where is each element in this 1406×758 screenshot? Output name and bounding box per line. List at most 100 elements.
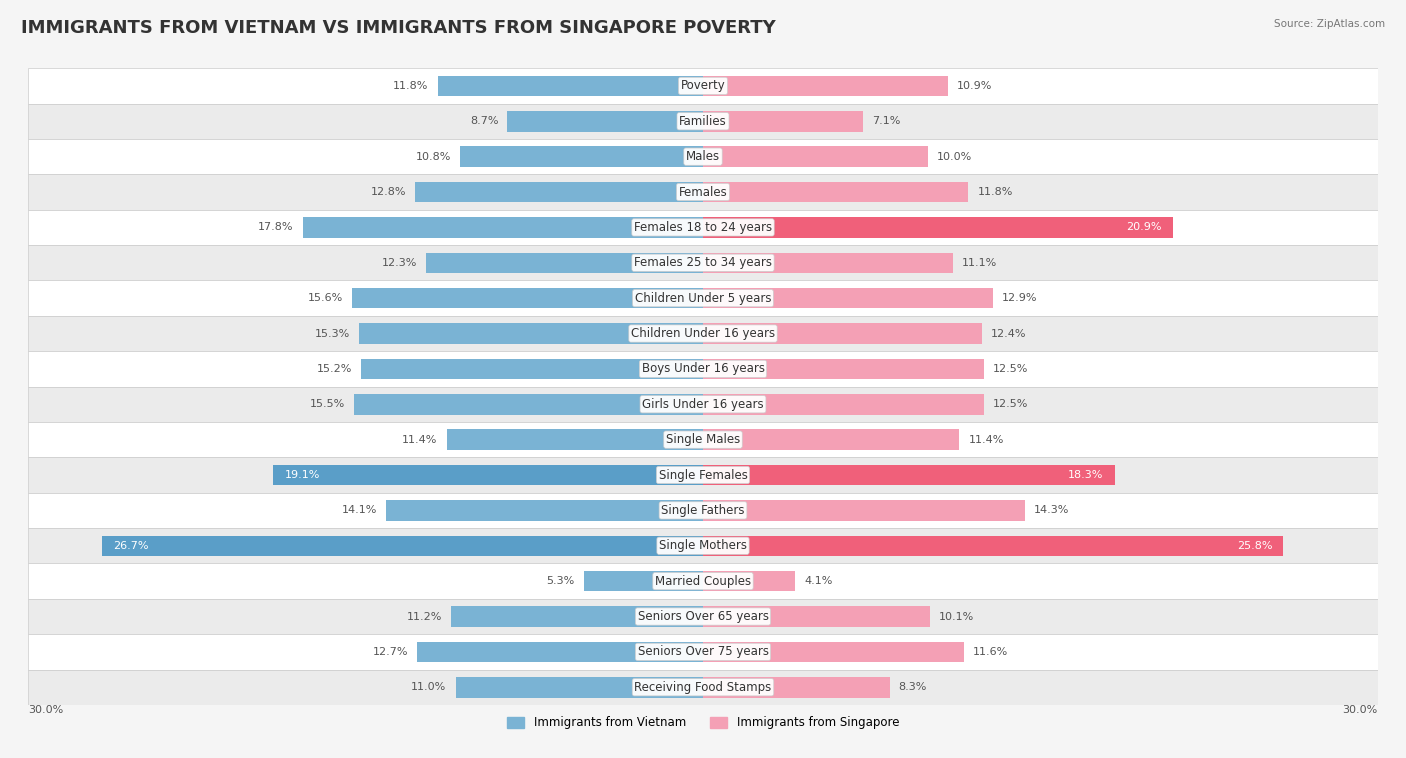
Text: 17.8%: 17.8% [259, 222, 294, 233]
Text: Seniors Over 65 years: Seniors Over 65 years [637, 610, 769, 623]
Text: Seniors Over 75 years: Seniors Over 75 years [637, 645, 769, 659]
Bar [703, 535, 1284, 556]
Bar [352, 288, 703, 309]
Text: 5.3%: 5.3% [547, 576, 575, 586]
Text: 10.8%: 10.8% [416, 152, 451, 161]
Text: Females: Females [679, 186, 727, 199]
Bar [28, 280, 1378, 316]
Bar [28, 351, 1378, 387]
Text: Receiving Food Stamps: Receiving Food Stamps [634, 681, 772, 694]
Bar [28, 387, 1378, 422]
Bar [508, 111, 703, 132]
Bar [302, 217, 703, 238]
Bar [28, 669, 1378, 705]
Bar [703, 76, 948, 96]
Bar [426, 252, 703, 273]
Bar [703, 606, 931, 627]
Bar [415, 182, 703, 202]
Text: 12.4%: 12.4% [991, 328, 1026, 339]
Text: 7.1%: 7.1% [872, 116, 900, 127]
Text: Boys Under 16 years: Boys Under 16 years [641, 362, 765, 375]
Bar [103, 535, 703, 556]
Bar [703, 394, 984, 415]
Bar [437, 76, 703, 96]
Text: Single Females: Single Females [658, 468, 748, 481]
Text: Source: ZipAtlas.com: Source: ZipAtlas.com [1274, 19, 1385, 29]
Bar [28, 210, 1378, 245]
Text: Married Couples: Married Couples [655, 575, 751, 587]
Text: 20.9%: 20.9% [1126, 222, 1161, 233]
Bar [703, 500, 1025, 521]
Bar [28, 457, 1378, 493]
Text: Females 25 to 34 years: Females 25 to 34 years [634, 256, 772, 269]
Text: 10.0%: 10.0% [936, 152, 972, 161]
Bar [460, 146, 703, 167]
Bar [703, 641, 965, 662]
Bar [456, 677, 703, 697]
Text: 11.4%: 11.4% [969, 434, 1004, 445]
Bar [583, 571, 703, 591]
Text: Children Under 5 years: Children Under 5 years [634, 292, 772, 305]
Text: 30.0%: 30.0% [1343, 705, 1378, 715]
Text: 15.6%: 15.6% [308, 293, 343, 303]
Text: 12.3%: 12.3% [382, 258, 418, 268]
Text: Single Males: Single Males [666, 433, 740, 446]
Bar [28, 174, 1378, 210]
Text: 30.0%: 30.0% [28, 705, 63, 715]
Text: 10.1%: 10.1% [939, 612, 974, 622]
Text: 4.1%: 4.1% [804, 576, 832, 586]
Text: 12.5%: 12.5% [993, 399, 1029, 409]
Bar [28, 245, 1378, 280]
Text: 11.0%: 11.0% [412, 682, 447, 692]
Text: 18.3%: 18.3% [1069, 470, 1104, 480]
Bar [28, 528, 1378, 563]
Bar [28, 493, 1378, 528]
Bar [703, 252, 953, 273]
Text: 12.5%: 12.5% [993, 364, 1029, 374]
Bar [28, 68, 1378, 104]
Text: 19.1%: 19.1% [284, 470, 321, 480]
Text: 12.8%: 12.8% [371, 187, 406, 197]
Bar [703, 429, 959, 450]
Text: Poverty: Poverty [681, 80, 725, 92]
Bar [28, 599, 1378, 634]
Bar [703, 146, 928, 167]
Bar [385, 500, 703, 521]
Bar [703, 323, 981, 344]
Text: 8.3%: 8.3% [898, 682, 927, 692]
Bar [703, 182, 969, 202]
Text: Families: Families [679, 114, 727, 128]
Bar [28, 634, 1378, 669]
Bar [703, 288, 993, 309]
Text: 8.7%: 8.7% [470, 116, 498, 127]
Text: 12.9%: 12.9% [1002, 293, 1038, 303]
Text: 14.3%: 14.3% [1033, 506, 1069, 515]
Bar [273, 465, 703, 485]
Text: Single Fathers: Single Fathers [661, 504, 745, 517]
Bar [703, 217, 1173, 238]
Text: Children Under 16 years: Children Under 16 years [631, 327, 775, 340]
Text: 11.4%: 11.4% [402, 434, 437, 445]
Bar [354, 394, 703, 415]
Bar [28, 104, 1378, 139]
Text: 11.2%: 11.2% [406, 612, 441, 622]
Bar [418, 641, 703, 662]
Text: Girls Under 16 years: Girls Under 16 years [643, 398, 763, 411]
Bar [28, 563, 1378, 599]
Text: 11.6%: 11.6% [973, 647, 1008, 657]
Bar [703, 359, 984, 379]
Bar [451, 606, 703, 627]
Legend: Immigrants from Vietnam, Immigrants from Singapore: Immigrants from Vietnam, Immigrants from… [502, 712, 904, 734]
Text: 15.2%: 15.2% [316, 364, 352, 374]
Bar [703, 677, 890, 697]
Text: IMMIGRANTS FROM VIETNAM VS IMMIGRANTS FROM SINGAPORE POVERTY: IMMIGRANTS FROM VIETNAM VS IMMIGRANTS FR… [21, 19, 776, 37]
Text: Males: Males [686, 150, 720, 163]
Text: 12.7%: 12.7% [373, 647, 408, 657]
Bar [447, 429, 703, 450]
Text: 14.1%: 14.1% [342, 506, 377, 515]
Text: 15.5%: 15.5% [311, 399, 346, 409]
Bar [703, 571, 796, 591]
Text: 11.8%: 11.8% [977, 187, 1012, 197]
Bar [361, 359, 703, 379]
Bar [28, 422, 1378, 457]
